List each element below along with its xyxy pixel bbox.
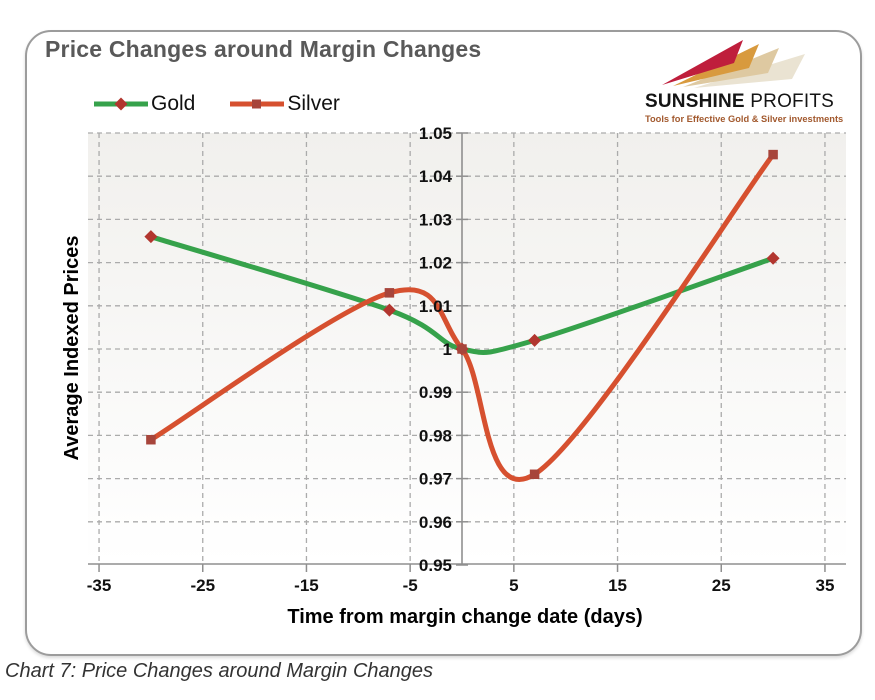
logo-name-light: PROFITS (744, 91, 835, 112)
silver-legend-swatch (230, 99, 285, 109)
y-tick-label: 0.95 (419, 556, 452, 575)
series-line-silver (148, 152, 776, 482)
data-point-silver (146, 434, 156, 445)
sunshine-profits-logo: SUNSHINE PROFITS Tools for Effective Gol… (645, 40, 844, 124)
x-tick-label: -15 (294, 576, 319, 595)
y-axis-title: Average Indexed Prices (61, 235, 83, 461)
diamond-marker-icon (114, 97, 128, 111)
y-tick-label: 1.05 (419, 124, 452, 143)
logo-name: SUNSHINE PROFITS (645, 91, 834, 113)
legend-label-silver: Silver (287, 92, 340, 115)
y-tick-label: 1.03 (419, 210, 452, 229)
y-tick-label: 0.98 (419, 426, 452, 445)
sunshine-logo-arrows-icon (662, 40, 805, 88)
legend-item-silver: Silver (229, 92, 340, 116)
legend: Gold Silver (93, 92, 340, 116)
data-point-gold (766, 251, 780, 265)
legend-item-gold: Gold (93, 92, 195, 116)
data-point-gold (144, 230, 158, 244)
data-point-silver (384, 288, 395, 298)
y-tick-label: 0.99 (419, 383, 452, 402)
y-tick-label: 1 (443, 340, 452, 359)
x-tick-label: -25 (190, 576, 215, 595)
data-point-gold (528, 333, 542, 347)
y-tick-label: 1.04 (419, 167, 453, 186)
data-point-silver (768, 149, 778, 160)
legend-label-gold: Gold (151, 92, 196, 115)
y-tick-label: 1.02 (419, 254, 452, 273)
logo-name-bold: SUNSHINE (645, 91, 745, 112)
square-marker-icon (252, 99, 262, 109)
x-tick-label: 5 (509, 576, 518, 595)
x-axis-title: Time from margin change date (days) (287, 606, 643, 628)
chart-caption: Chart 7: Price Changes around Margin Cha… (5, 660, 434, 682)
y-tick-label: 0.97 (419, 470, 452, 489)
data-point-gold (382, 303, 396, 317)
x-tick-label: 15 (608, 576, 627, 595)
gold-legend-swatch (94, 97, 148, 111)
y-tick-label: 1.01 (419, 297, 452, 316)
data-point-silver (457, 344, 467, 354)
x-tick-label: -5 (403, 576, 418, 595)
data-point-silver (529, 469, 540, 480)
x-tick-label: 35 (815, 576, 834, 595)
chart-title: Price Changes around Margin Changes (45, 36, 482, 62)
x-tick-label: 25 (712, 576, 731, 595)
x-tick-label: -35 (87, 576, 112, 595)
y-tick-label: 0.96 (419, 513, 452, 532)
logo-tagline: Tools for Effective Gold & Silver invest… (645, 114, 844, 124)
